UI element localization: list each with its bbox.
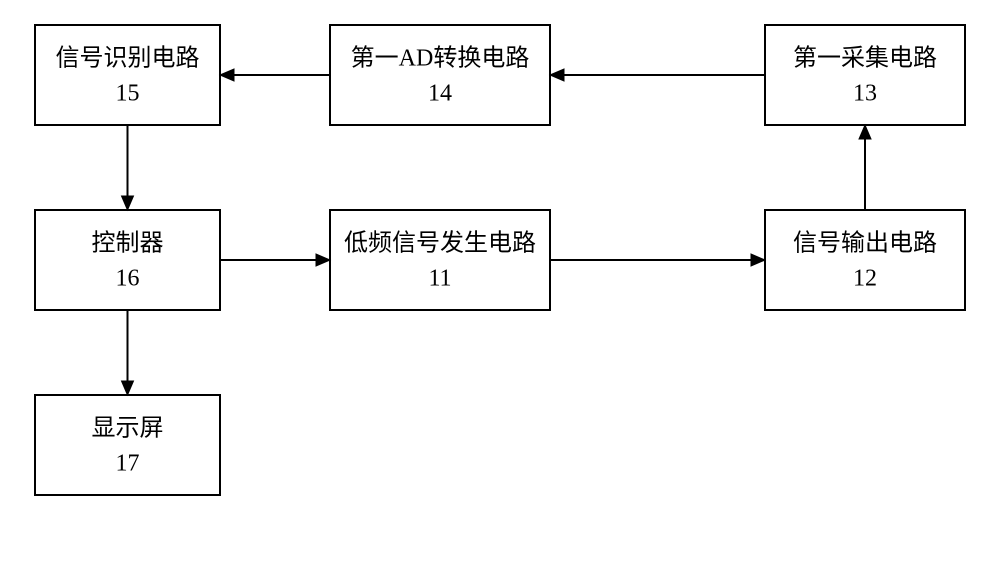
block-title: 控制器 xyxy=(92,230,164,257)
block-number: 14 xyxy=(428,81,452,107)
block-number: 15 xyxy=(116,81,140,107)
block-title: 低频信号发生电路 xyxy=(344,230,536,257)
block-title: 第一AD转换电路 xyxy=(351,45,530,72)
block-14: 第一AD转换电路 14 xyxy=(330,25,550,125)
block-number: 16 xyxy=(116,266,140,292)
block-15: 信号识别电路 15 xyxy=(35,25,220,125)
arrow-n16-n17 xyxy=(122,310,134,395)
block-number: 12 xyxy=(853,266,877,292)
arrow-n15-n16 xyxy=(122,125,134,210)
block-title: 显示屏 xyxy=(92,416,164,442)
block-number: 17 xyxy=(116,451,140,477)
block-title: 信号识别电路 xyxy=(56,45,200,72)
arrow-n16-n11 xyxy=(220,254,330,266)
arrow-n12-n13 xyxy=(859,125,871,210)
block-title: 第一采集电路 xyxy=(793,45,937,72)
block-17: 显示屏 17 xyxy=(35,395,220,495)
block-number: 13 xyxy=(853,81,877,107)
arrow-n13-n14 xyxy=(550,69,765,81)
arrow-n11-n12 xyxy=(550,254,765,266)
block-number: 11 xyxy=(428,266,451,292)
block-title: 信号输出电路 xyxy=(793,230,937,257)
block-diagram: 信号识别电路 15 第一AD转换电路 14 第一采集电路 13 控制器 16 低频信号发生电路 1… xyxy=(0,0,1000,566)
block-13: 第一采集电路 13 xyxy=(765,25,965,125)
block-16: 控制器 16 xyxy=(35,210,220,310)
arrow-n14-n15 xyxy=(220,69,330,81)
block-11: 低频信号发生电路 11 xyxy=(330,210,550,310)
block-12: 信号输出电路 12 xyxy=(765,210,965,310)
